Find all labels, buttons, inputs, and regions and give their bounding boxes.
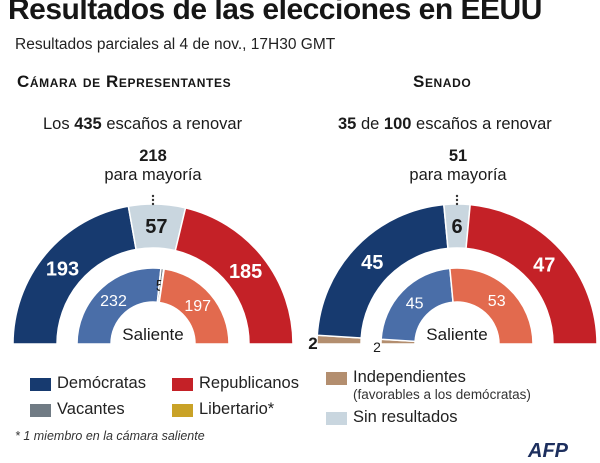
senate-seats-line: 35 de 100 escaños a renovar <box>338 115 552 134</box>
senate-seats-suffix: escaños a renovar <box>416 115 552 133</box>
legend-swatch-democrats <box>30 378 51 391</box>
senate-results-label-independientes: 2 <box>308 334 317 353</box>
legend-label-independents: Independientes <box>353 368 466 386</box>
legend-swatch-vacancies <box>30 404 51 417</box>
house-outer-label-sin-resultados: 57 <box>145 216 167 238</box>
legend-label-libertarian: Libertario* <box>199 400 275 418</box>
senate-majority-marker-2 <box>455 202 459 206</box>
senate-inner-segment-republicanos <box>449 267 534 345</box>
senate-seats-total: 100 <box>383 115 412 133</box>
senate-majority-marker-0 <box>455 194 459 198</box>
senate-majority-number: 51 <box>448 147 468 165</box>
senate-outgoing-label: Saliente <box>426 325 487 344</box>
legend-swatch-libertarian <box>172 404 193 417</box>
senate-inner-label-republicanos: 53 <box>488 293 506 310</box>
house-majority-marker-2 <box>151 202 155 206</box>
senate-title: Senado <box>413 72 472 91</box>
chart-subtitle: Resultados parciales al 4 de nov., 17H30… <box>15 36 336 53</box>
footnote: * 1 miembro en la cámara saliente <box>15 429 205 443</box>
house-seats-suffix: escaños a renovar <box>106 115 243 133</box>
house-seats-line: Los 435 escaños a renovar <box>43 115 242 134</box>
house-majority: 218 para mayoría <box>98 147 208 185</box>
senate-outer-label-sin-resultados: 6 <box>451 216 462 238</box>
senate-outer-label-democratas: 45 <box>361 252 383 274</box>
senate-majority: 51 para mayoría <box>403 147 513 185</box>
legend-label-vacancies: Vacantes <box>57 400 125 418</box>
chart-title: Resultados de las elecciones en EEUU <box>8 0 542 26</box>
house-inner-label-republicanos: 197 <box>184 298 211 315</box>
senate-inner-label-democratas: 45 <box>406 296 424 313</box>
house-outer-segment-republicanos <box>174 206 294 345</box>
house-outgoing-label: Saliente <box>122 325 183 344</box>
house-seats-prefix: Los <box>43 115 70 133</box>
senate-seats-up: 35 <box>338 115 357 133</box>
house-outer-label-republicanos: 185 <box>229 261 262 283</box>
legend-swatch-independents <box>326 372 347 385</box>
senate-results-arc: 45 6 47 <box>316 203 598 345</box>
house-outgoing-arc: 232 5 197 <box>76 267 230 345</box>
house-inner-label-democratas: 232 <box>100 293 127 310</box>
senate-outgoing-arc: 45 53 <box>380 267 534 345</box>
house-majority-label: para mayoría <box>104 166 202 184</box>
senate-majority-marker-1 <box>455 198 459 202</box>
senate-outgoing-label-independientes: 2 <box>373 339 381 355</box>
legend-label-republicans: Republicanos <box>199 374 299 392</box>
house-majority-marker-0 <box>151 194 155 198</box>
legend-label-democrats: Demócratas <box>57 374 146 392</box>
house-title: Cámara de Representantes <box>17 72 232 91</box>
legend-swatch-republicans <box>172 378 193 391</box>
legend-sub-independents: (favorables a los demócratas) <box>353 387 531 402</box>
legend-swatch-no-results <box>326 412 347 425</box>
house-majority-number: 218 <box>139 147 167 165</box>
afp-logo: AFP <box>528 440 568 462</box>
house-outer-label-democratas: 193 <box>46 258 79 280</box>
senate-majority-label: para mayoría <box>409 166 507 184</box>
senate-seats-de: de <box>360 115 380 133</box>
house-seats-total: 435 <box>74 115 102 133</box>
annotations: Saliente Saliente 2 2 <box>122 194 488 355</box>
house-inner-segment-republicanos <box>158 267 230 345</box>
house-results-arc: 193 57 185 <box>12 203 294 345</box>
senate-outer-label-republicanos: 47 <box>533 255 555 277</box>
house-majority-marker-1 <box>151 198 155 202</box>
senate-outer-segment-republicanos <box>465 203 598 345</box>
legend-label-no-results: Sin resultados <box>353 408 458 426</box>
house-inner-label-vacantes: 5 <box>156 278 165 295</box>
